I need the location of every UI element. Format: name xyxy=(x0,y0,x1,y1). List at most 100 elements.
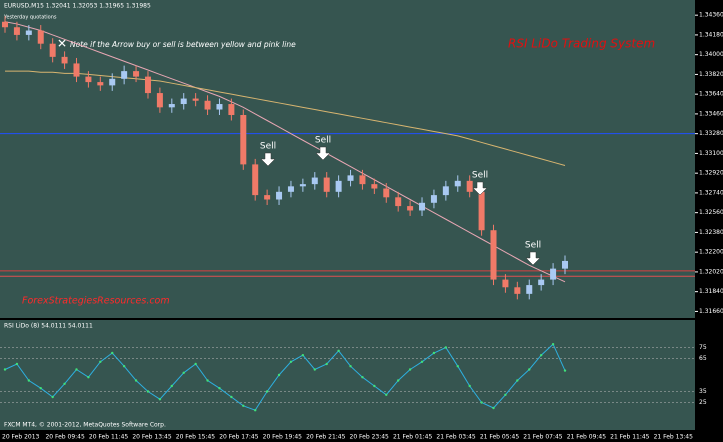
candle-body xyxy=(442,186,449,196)
moving-average xyxy=(5,70,566,166)
rsi-point xyxy=(325,362,328,366)
candle-body xyxy=(204,100,211,110)
system-title: RSI LiDo Trading System xyxy=(508,37,655,51)
rsi-point xyxy=(349,365,352,368)
rsi-point xyxy=(99,360,102,363)
candle-body xyxy=(2,21,8,28)
x-tick-label: 20 Feb 15:45 xyxy=(176,434,216,441)
y-tick-label: 1.32740 xyxy=(699,189,723,196)
x-tick-label: 21 Feb 07:45 xyxy=(523,434,563,441)
candle-body xyxy=(133,71,140,77)
signal-label: Sell xyxy=(315,136,331,146)
rsi-point xyxy=(289,360,293,363)
candle-body xyxy=(538,279,545,286)
price-panel xyxy=(0,0,695,318)
candle-body xyxy=(180,98,187,105)
candle-body xyxy=(97,82,104,86)
x-tick-label: 20 Feb 23:45 xyxy=(350,434,390,441)
moving-average xyxy=(4,21,566,283)
candle-body xyxy=(395,197,402,207)
website: ForexStrategiesResources.com xyxy=(22,296,170,307)
signal-label: Sell xyxy=(472,171,488,181)
candle-body xyxy=(252,164,259,196)
y-tick-label: 65 xyxy=(699,355,707,362)
rsi-point xyxy=(265,390,269,393)
rsi-point xyxy=(361,376,364,379)
candle-body xyxy=(109,78,116,86)
candle-body xyxy=(407,206,414,211)
candle-body xyxy=(323,177,330,192)
candle-body xyxy=(466,180,473,192)
rsi-point xyxy=(277,373,281,377)
rsi-point xyxy=(51,395,54,399)
signal-label: Sell xyxy=(260,142,276,152)
cross-icon: ✕ xyxy=(57,37,67,51)
candle-body xyxy=(216,104,223,110)
x-tick-label: 20 Feb 17:45 xyxy=(219,434,259,441)
y-tick-label: 1.34360 xyxy=(699,12,723,19)
rsi-point xyxy=(396,379,400,382)
candle-body xyxy=(311,177,318,185)
footer: FXCM MT4, © 2001-2012, MetaQuotes Softwa… xyxy=(4,422,166,429)
rsi-point xyxy=(456,365,459,368)
y-tick-label: 25 xyxy=(699,399,707,406)
candle-body xyxy=(228,104,235,116)
rsi-point xyxy=(563,369,567,372)
rsi-point xyxy=(516,379,519,382)
x-tick-label: 21 Feb 03:45 xyxy=(436,434,476,441)
rsi-point xyxy=(158,398,162,401)
rsi-point xyxy=(408,368,412,371)
rsi-point xyxy=(39,387,42,390)
y-tick-label: 1.31660 xyxy=(699,308,723,315)
rsi-point xyxy=(313,368,316,371)
rsi-point xyxy=(134,379,138,382)
candle-body xyxy=(240,115,247,165)
candle-body xyxy=(287,186,294,192)
x-tick-label: 20 Feb 2013 xyxy=(2,434,40,441)
candle-body xyxy=(502,279,509,288)
x-tick-label: 20 Feb 13:45 xyxy=(132,434,172,441)
y-tick-label: 1.32020 xyxy=(699,268,723,275)
candle-body xyxy=(371,184,378,189)
y-tick-label: 1.32200 xyxy=(699,249,723,256)
rsi-point xyxy=(63,382,66,385)
rsi-point xyxy=(15,362,19,366)
rsi-point xyxy=(385,393,388,396)
candle-body xyxy=(514,287,521,294)
y-tick-label: 1.32380 xyxy=(699,229,723,236)
rsi-point xyxy=(480,401,483,404)
x-tick-label: 20 Feb 11:45 xyxy=(89,434,129,441)
rsi-point xyxy=(373,384,376,388)
rsi-point xyxy=(3,368,7,371)
candle-body xyxy=(550,268,557,280)
rsi-point xyxy=(218,387,221,390)
rsi-point xyxy=(182,371,185,374)
rsi-point xyxy=(170,384,174,388)
rsi-point xyxy=(551,343,555,346)
candle-body xyxy=(430,195,437,203)
rsi-panel xyxy=(0,320,695,430)
y-tick-label: 1.33820 xyxy=(699,71,723,78)
x-tick-label: 20 Feb 21:45 xyxy=(306,434,346,441)
y-tick-label: 1.31840 xyxy=(699,288,723,295)
signal-arrow xyxy=(472,181,488,196)
rsi-point xyxy=(301,354,305,357)
candle-body xyxy=(526,285,533,294)
rsi-point xyxy=(230,395,233,399)
candle-body xyxy=(13,27,20,35)
subtitle: Yesterday quotations xyxy=(3,15,57,21)
candle-body xyxy=(383,188,390,198)
candle-body xyxy=(454,180,461,187)
x-tick-label: 20 Feb 19:45 xyxy=(263,434,303,441)
y-tick-label: 1.33100 xyxy=(699,150,723,157)
rsi-point xyxy=(27,379,31,382)
candle-body xyxy=(299,184,306,187)
candle-body xyxy=(562,260,568,269)
x-tick-label: 21 Feb 01:45 xyxy=(393,434,433,441)
rsi-title: RSI LiDo (8) 54.0111 54.0111 xyxy=(4,323,93,330)
y-tick-label: 75 xyxy=(699,344,707,351)
rsi-point xyxy=(111,351,114,355)
x-tick-label: 21 Feb 11:45 xyxy=(610,434,650,441)
candle-body xyxy=(347,175,354,181)
rsi-point xyxy=(337,349,340,352)
